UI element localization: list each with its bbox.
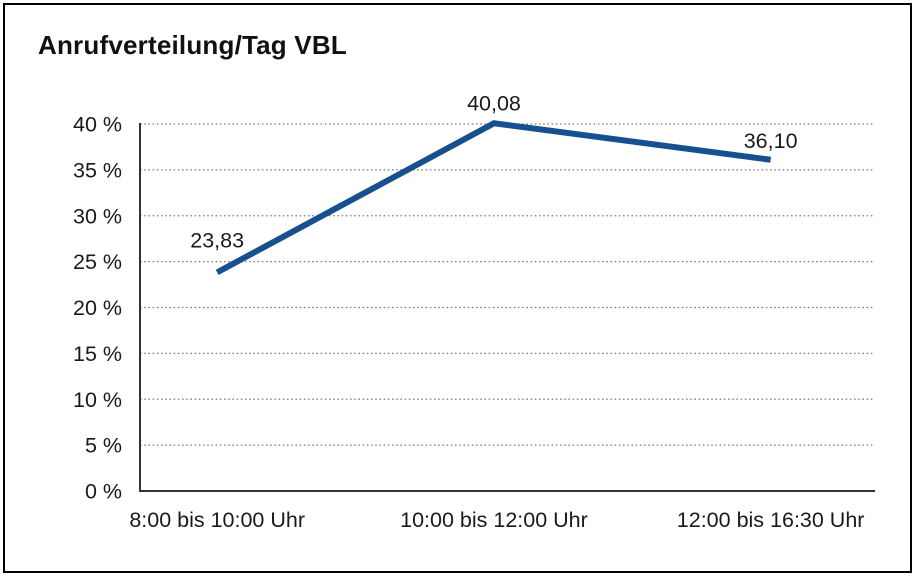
point-value-label: 23,83 [190, 228, 244, 252]
point-value-label: 36,10 [744, 129, 798, 153]
page-border [3, 3, 912, 573]
x-category-label: 8:00 bis 10:00 Uhr [129, 508, 305, 532]
y-tick-label: 25 % [73, 250, 122, 274]
y-tick-label: 10 % [73, 388, 122, 412]
y-tick-label: 40 % [73, 113, 122, 137]
y-tick-label: 0 % [85, 480, 122, 504]
y-tick-label: 35 % [73, 158, 122, 182]
y-tick-label: 5 % [85, 434, 122, 458]
y-tick-label: 30 % [73, 204, 122, 228]
x-category-label: 12:00 bis 16:30 Uhr [677, 508, 865, 532]
point-value-label: 40,08 [467, 91, 521, 115]
y-tick-label: 20 % [73, 296, 122, 320]
y-tick-label: 15 % [73, 342, 122, 366]
x-category-label: 10:00 bis 12:00 Uhr [400, 508, 588, 532]
data-line [215, 120, 772, 276]
chart-title: Anrufverteilung/Tag VBL [38, 30, 347, 60]
